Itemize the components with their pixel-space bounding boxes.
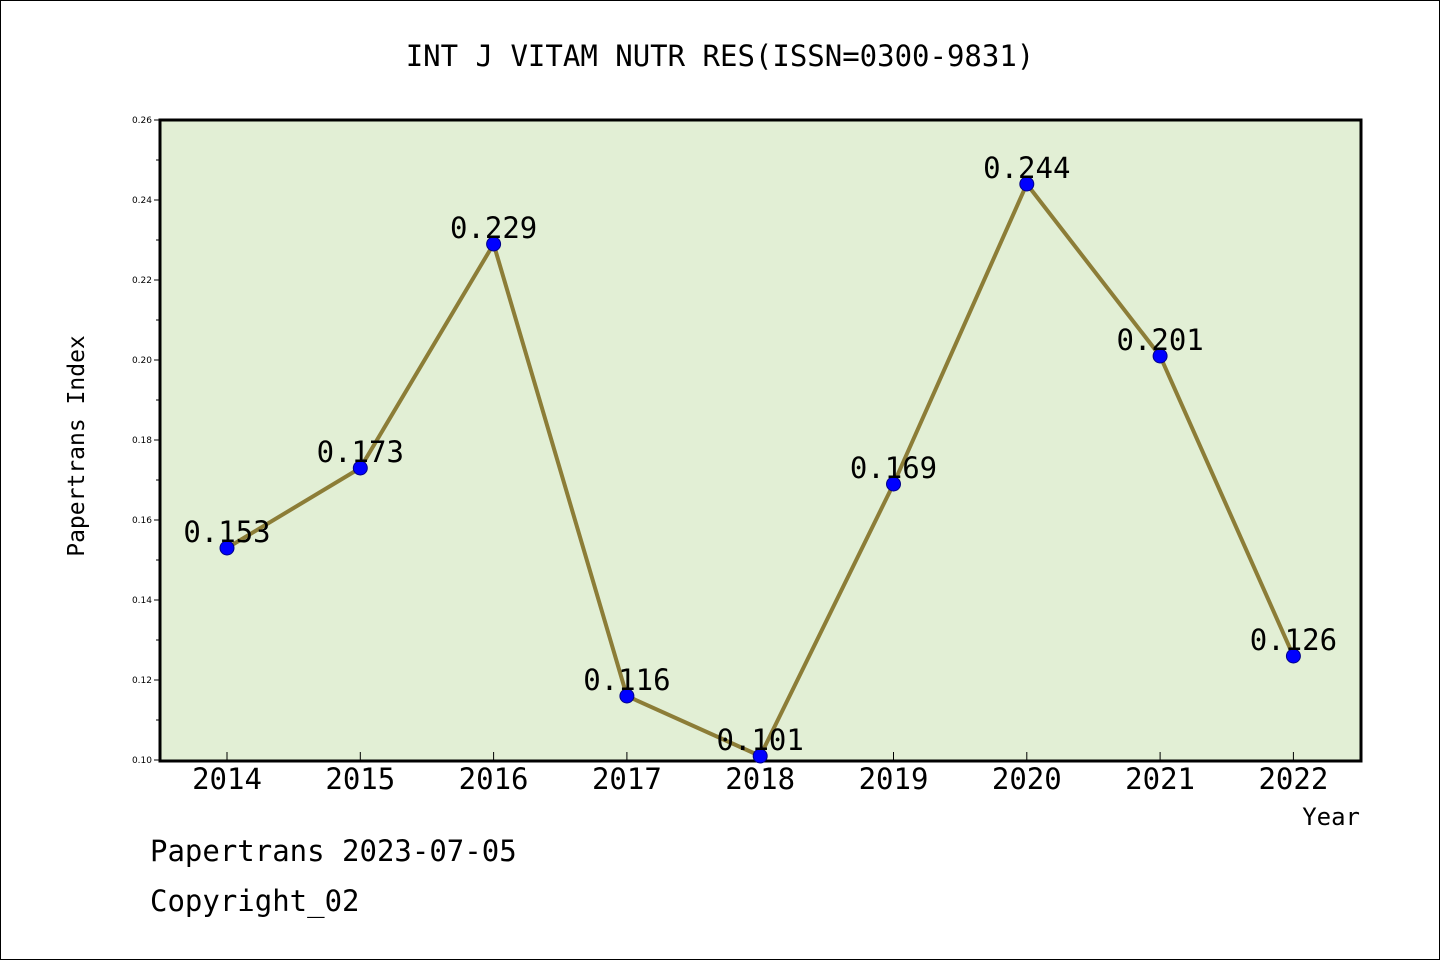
data-point (486, 236, 502, 252)
x-tick-label: 2015 (325, 762, 395, 796)
data-point (219, 540, 235, 556)
plot-area (158, 118, 1363, 763)
x-tick-label: 2016 (459, 762, 529, 796)
x-tick-label: 2017 (592, 762, 662, 796)
x-tick-label: 2020 (992, 762, 1062, 796)
data-label: 0.229 (450, 211, 537, 245)
y-tick-label: 0.20 (132, 356, 152, 366)
data-label: 0.169 (850, 451, 937, 485)
data-label: 0.173 (317, 435, 404, 469)
x-tick-label: 2018 (725, 762, 795, 796)
data-label: 0.153 (183, 515, 270, 549)
y-tick-label: 0.24 (132, 196, 152, 206)
y-tick-label: 0.18 (132, 436, 152, 446)
data-point (886, 476, 901, 492)
y-axis: 0.10 0.12 0.14 0.16 0.18 0.20 0.22 0.24 0.26 (132, 116, 160, 766)
data-label: 0.126 (1250, 623, 1337, 657)
x-tick-label: 2022 (1258, 762, 1328, 796)
data-point (1019, 176, 1035, 192)
footer-date: Papertrans 2023-07-05 (150, 834, 517, 868)
y-tick-label: 0.26 (132, 116, 152, 126)
data-point (1285, 648, 1301, 664)
x-axis-label: Year (1302, 803, 1360, 831)
data-label: 0.244 (983, 151, 1070, 185)
x-tick-label: 2014 (192, 762, 262, 796)
y-tick-label: 0.22 (132, 276, 152, 286)
x-axis: 2014 2015 2016 2017 2018 2019 2020 2021 2022 (192, 752, 1328, 796)
y-tick-label: 0.12 (132, 676, 152, 686)
x-tick-label: 2021 (1125, 762, 1195, 796)
x-tick-label: 2019 (859, 762, 929, 796)
data-point (352, 460, 368, 476)
data-label: 0.116 (583, 663, 670, 697)
y-tick-label: 0.14 (132, 596, 152, 606)
chart-title: INT J VITAM NUTR RES(ISSN=0300-9831) (406, 39, 1035, 73)
footer-copyright: Copyright_02 (150, 884, 360, 918)
data-point (619, 688, 635, 704)
data-label: 0.101 (717, 723, 804, 757)
data-point (752, 748, 768, 764)
data-label: 0.201 (1116, 323, 1203, 357)
y-tick-label: 0.10 (132, 756, 152, 766)
data-point (1152, 348, 1168, 364)
data-series: 0.153 0.173 0.229 0.116 0.101 0.169 0.244 0.201… (183, 151, 1337, 764)
y-axis-label: Papertrans Index (64, 335, 90, 557)
y-tick-label: 0.16 (132, 516, 152, 526)
